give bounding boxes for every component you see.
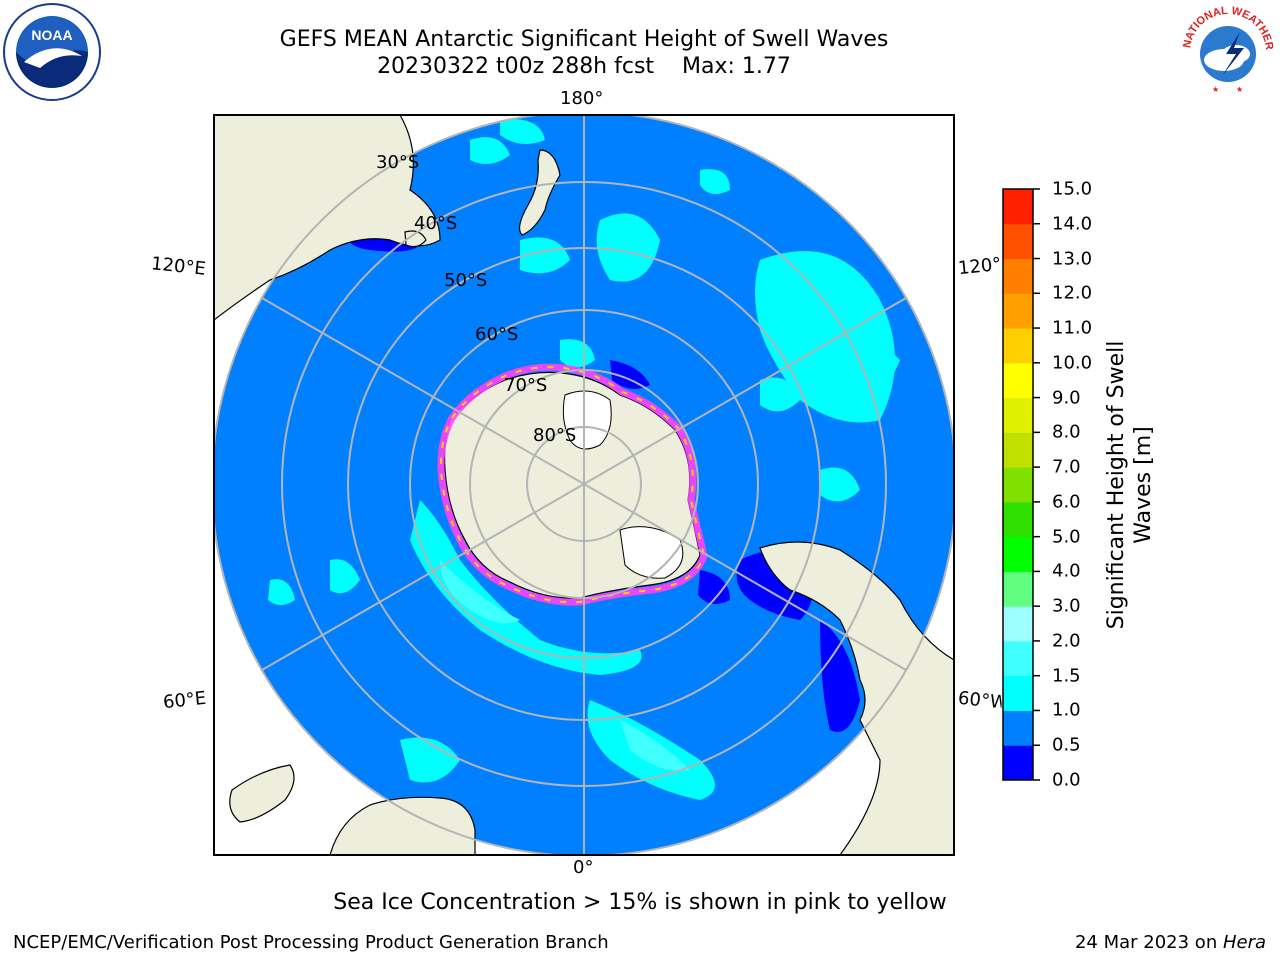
colorbar-tick-label: 0.0 xyxy=(1052,769,1081,791)
swell-patches-pale xyxy=(440,560,690,771)
colorbar-tick-label: 1.5 xyxy=(1052,665,1081,687)
map-subtitle: 20230322 t00z 288h fcst Max: 1.77 xyxy=(0,54,1168,80)
swell-patches xyxy=(268,119,900,800)
colorbar-segment xyxy=(1003,258,1033,294)
svg-text:★: ★ xyxy=(1236,85,1243,94)
map-title: GEFS MEAN Antarctic Significant Height o… xyxy=(279,27,889,52)
footer-machine: Hera xyxy=(1222,932,1266,953)
lat-label-60s: 60°S xyxy=(475,324,519,345)
meridian-label-60w: 60°W xyxy=(957,687,1003,714)
colorbar-segment xyxy=(1003,571,1033,607)
colorbar-tick-label: 11.0 xyxy=(1052,317,1093,339)
colorbar-tick-label: 7.0 xyxy=(1052,456,1081,478)
south-america xyxy=(759,541,954,855)
noaa-logo-text: NOAA xyxy=(31,27,72,43)
noaa-logo: NOAA xyxy=(3,3,101,101)
meridian-label-60e: 60°E xyxy=(162,687,208,714)
colorbar-tick-label: 4.0 xyxy=(1052,560,1081,582)
ice-shelves xyxy=(562,390,684,579)
meridian-120w-60e xyxy=(261,297,907,671)
svg-text:★: ★ xyxy=(1212,85,1219,94)
colorbar-tick-label: 12.0 xyxy=(1052,282,1093,304)
max-value: Max: 1.77 xyxy=(682,54,791,79)
colorbar-label: Significant Height of Swell Waves [m] xyxy=(1104,340,1156,630)
forecast-run: 20230322 t00z 288h fcst xyxy=(377,54,655,79)
colorbar-segment xyxy=(1003,606,1033,642)
colorbar-segment xyxy=(1003,328,1033,364)
meridian-label-180: 180° xyxy=(560,88,604,109)
africa xyxy=(329,796,476,855)
nws-logo: NATIONAL WEATHER SERVICE ★ ★ xyxy=(1178,2,1275,99)
colorbar-tick-label: 5.0 xyxy=(1052,526,1081,548)
map-area xyxy=(214,115,954,855)
footer-date-text: 24 Mar 2023 on xyxy=(1074,932,1223,953)
colorbar xyxy=(1003,188,1040,781)
colorbar-segment xyxy=(1003,536,1033,572)
colorbar-tick-label: 14.0 xyxy=(1052,213,1093,235)
colorbar-tick-label: 8.0 xyxy=(1052,421,1081,443)
lat-label-40s: 40°S xyxy=(414,213,458,234)
sea-ice-note: Sea Ice Concentration > 15% is shown in … xyxy=(333,890,947,915)
colorbar-segment xyxy=(1003,640,1033,677)
colorbar-segment xyxy=(1003,467,1033,503)
colorbar-tick-label: 0.5 xyxy=(1052,734,1081,756)
colorbar-tick-label: 1.0 xyxy=(1052,699,1081,721)
colorbar-segment xyxy=(1003,189,1033,225)
colorbar-tick-label: 9.0 xyxy=(1052,387,1081,409)
map-frame xyxy=(213,114,955,856)
colorbar-tick-label: 15.0 xyxy=(1052,178,1093,200)
lat-label-80s: 80°S xyxy=(533,425,577,446)
lat-label-30s: 30°S xyxy=(376,152,420,173)
colorbar-tick-label: 3.0 xyxy=(1052,595,1081,617)
colorbar-segment xyxy=(1003,293,1033,329)
colorbar-tick-label: 2.0 xyxy=(1052,630,1081,652)
colorbar-segment xyxy=(1003,397,1033,433)
colorbar-segment xyxy=(1003,223,1033,260)
australia xyxy=(214,115,441,321)
colorbar-segment xyxy=(1003,710,1033,746)
colorbar-frame xyxy=(1002,188,1034,781)
colorbar-segment xyxy=(1003,362,1033,399)
footer-date: 24 Mar 2023 on Hera xyxy=(1075,932,1266,953)
new-zealand xyxy=(518,149,561,236)
colorbar-segment xyxy=(1003,432,1033,468)
graticule xyxy=(214,115,954,855)
colorbar-segment xyxy=(1003,501,1033,538)
lat-label-70s: 70°S xyxy=(504,375,548,396)
colorbar-tick-label: 6.0 xyxy=(1052,491,1081,513)
colorbar-segment xyxy=(1003,745,1033,781)
meridian-label-0: 0° xyxy=(573,857,594,878)
lat-label-50s: 50°S xyxy=(444,270,488,291)
colorbar-segment xyxy=(1003,675,1033,711)
footer-credit: NCEP/EMC/Verification Post Processing Pr… xyxy=(13,932,609,953)
colorbar-tick-label: 10.0 xyxy=(1052,352,1093,374)
colorbar-tick-label: 13.0 xyxy=(1052,248,1093,270)
